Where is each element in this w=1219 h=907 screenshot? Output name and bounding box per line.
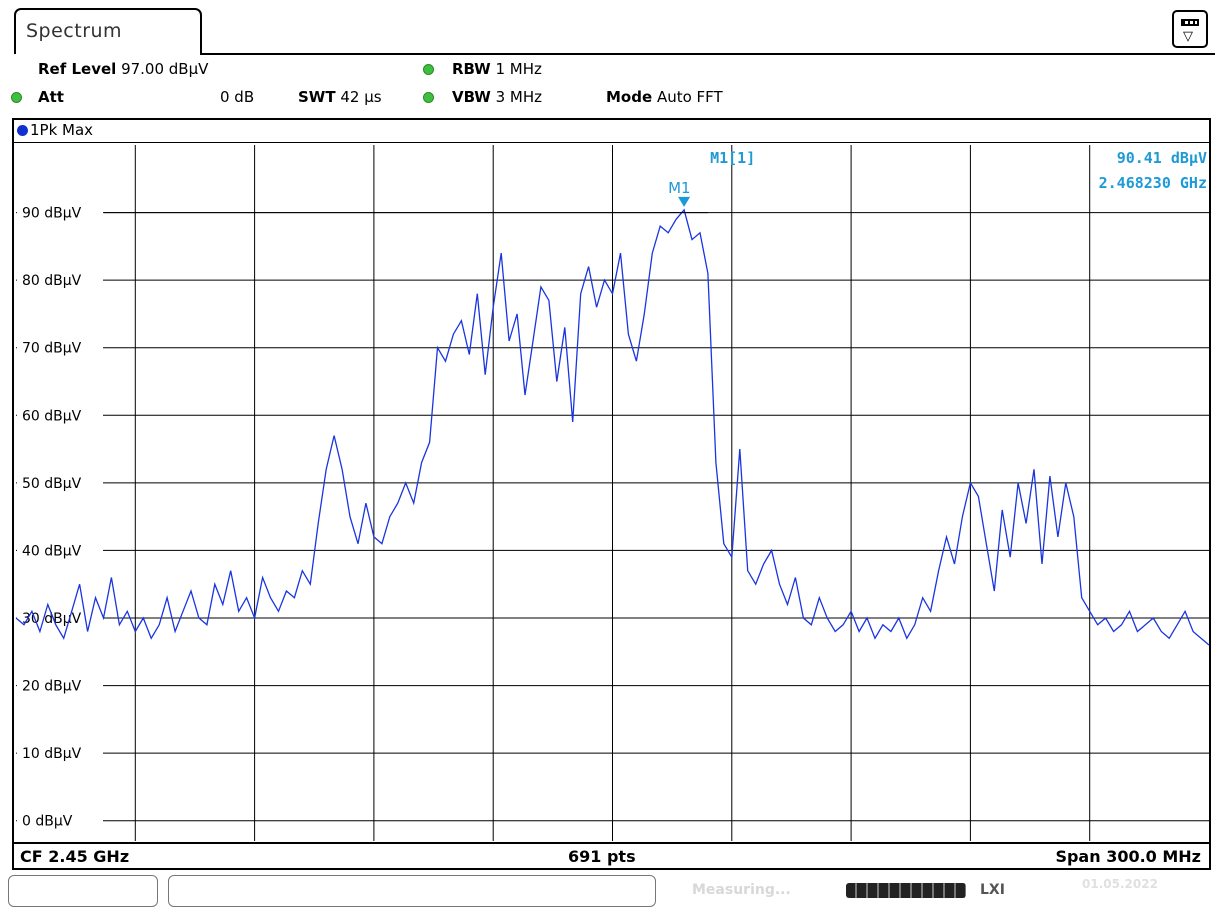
trace-label-row: 1Pk Max [14, 119, 1209, 143]
mode-key: Mode [606, 88, 653, 106]
swt-key: SWT [298, 88, 336, 106]
att-value: 0 dB [220, 88, 255, 106]
window-layout-icon [1181, 19, 1199, 26]
diagram-footer: CF 2.45 GHz 691 pts Span 300.0 MHz [14, 842, 1209, 868]
swt-value: 42 µs [340, 88, 382, 106]
att-value-wrap[interactable]: 0 dB [220, 88, 254, 106]
y-tick-label: 70 dBµV [22, 341, 82, 357]
sweep-points-label[interactable]: 691 pts [568, 847, 636, 866]
marker-m1-triangle[interactable] [678, 196, 691, 207]
trace-indicator-icon [17, 125, 28, 136]
y-tick-label: 60 dBµV [22, 408, 82, 424]
att-key-wrap[interactable]: Att [38, 88, 64, 106]
status-bar: Measuring... LXI 01.05.2022 [0, 873, 1219, 907]
rbw-status-indicator [423, 64, 434, 75]
y-tick-label: 80 dBµV [22, 273, 82, 289]
marker-readout-level: 90.41 dBµV [1117, 149, 1207, 167]
trace-label: 1Pk Max [30, 121, 94, 139]
span-label[interactable]: Span 300.0 MHz [1055, 847, 1201, 866]
status-date: 01.05.2022 [1082, 877, 1158, 891]
tab-divider [200, 53, 1215, 55]
y-tick-label: 50 dBµV [22, 476, 82, 492]
mode-setting[interactable]: Mode Auto FFT [606, 88, 723, 106]
marker-readout-label: M1[1] [710, 149, 755, 167]
rbw-setting[interactable]: RBW 1 MHz [452, 60, 542, 78]
y-tick-label-bg [17, 271, 103, 289]
y-tick-label-bg [17, 744, 103, 762]
trace-1-line [15, 208, 1210, 646]
marker-readout-frequency: 2.468230 GHz [1099, 174, 1207, 192]
y-tick-label-bg [17, 609, 103, 627]
diagram-frame [12, 118, 1211, 870]
ref-level-setting[interactable]: Ref Level 97.00 dBµV [38, 60, 208, 78]
sweep-progress-bar [846, 883, 966, 898]
y-tick-label-bg [17, 473, 103, 491]
att-key: Att [38, 88, 64, 106]
y-tick-label-bg [17, 203, 103, 221]
rbw-key: RBW [452, 60, 491, 78]
ref-level-key: Ref Level [38, 60, 117, 78]
triangle-down-icon: ▽ [1183, 29, 1193, 44]
mode-value: Auto FFT [656, 88, 723, 106]
status-field-2[interactable] [168, 875, 656, 907]
vbw-status-indicator [423, 92, 434, 103]
remote-status-icon: LXI [980, 882, 1005, 898]
y-tick-label: 20 dBµV [22, 679, 82, 695]
center-frequency-label[interactable]: CF 2.45 GHz [20, 847, 130, 866]
y-tick-label: 10 dBµV [22, 746, 82, 762]
att-status-indicator [11, 92, 22, 103]
swt-setting[interactable]: SWT 42 µs [298, 88, 382, 106]
y-tick-label: 40 dBµV [22, 543, 82, 559]
y-tick-label-bg [17, 541, 103, 559]
vbw-value: 3 MHz [495, 88, 542, 106]
y-tick-label-bg [17, 338, 103, 356]
ref-level-value: 97.00 dBµV [121, 60, 209, 78]
tab-label: Spectrum [26, 20, 123, 42]
status-field-1[interactable] [8, 875, 158, 907]
y-tick-label-bg [17, 811, 103, 829]
y-tick-label: 0 dBµV [22, 814, 73, 830]
marker-m1-label: M1 [668, 179, 691, 197]
y-axis-labels: 90 dBµV 80 dBµV 70 dBµV 60 dBµV 50 dBµV 40 dB… [17, 203, 103, 830]
y-tick-label-bg [17, 406, 103, 424]
spectrum-tab[interactable]: Spectrum [14, 8, 202, 54]
vbw-setting[interactable]: VBW 3 MHz [452, 88, 542, 106]
display-config-button[interactable]: ▽ [1172, 10, 1208, 48]
y-tick-label-bg [17, 676, 103, 694]
rbw-value: 1 MHz [495, 60, 542, 78]
vbw-key: VBW [452, 88, 491, 106]
y-tick-label: 90 dBµV [22, 206, 82, 222]
measuring-status: Measuring... [692, 882, 791, 898]
